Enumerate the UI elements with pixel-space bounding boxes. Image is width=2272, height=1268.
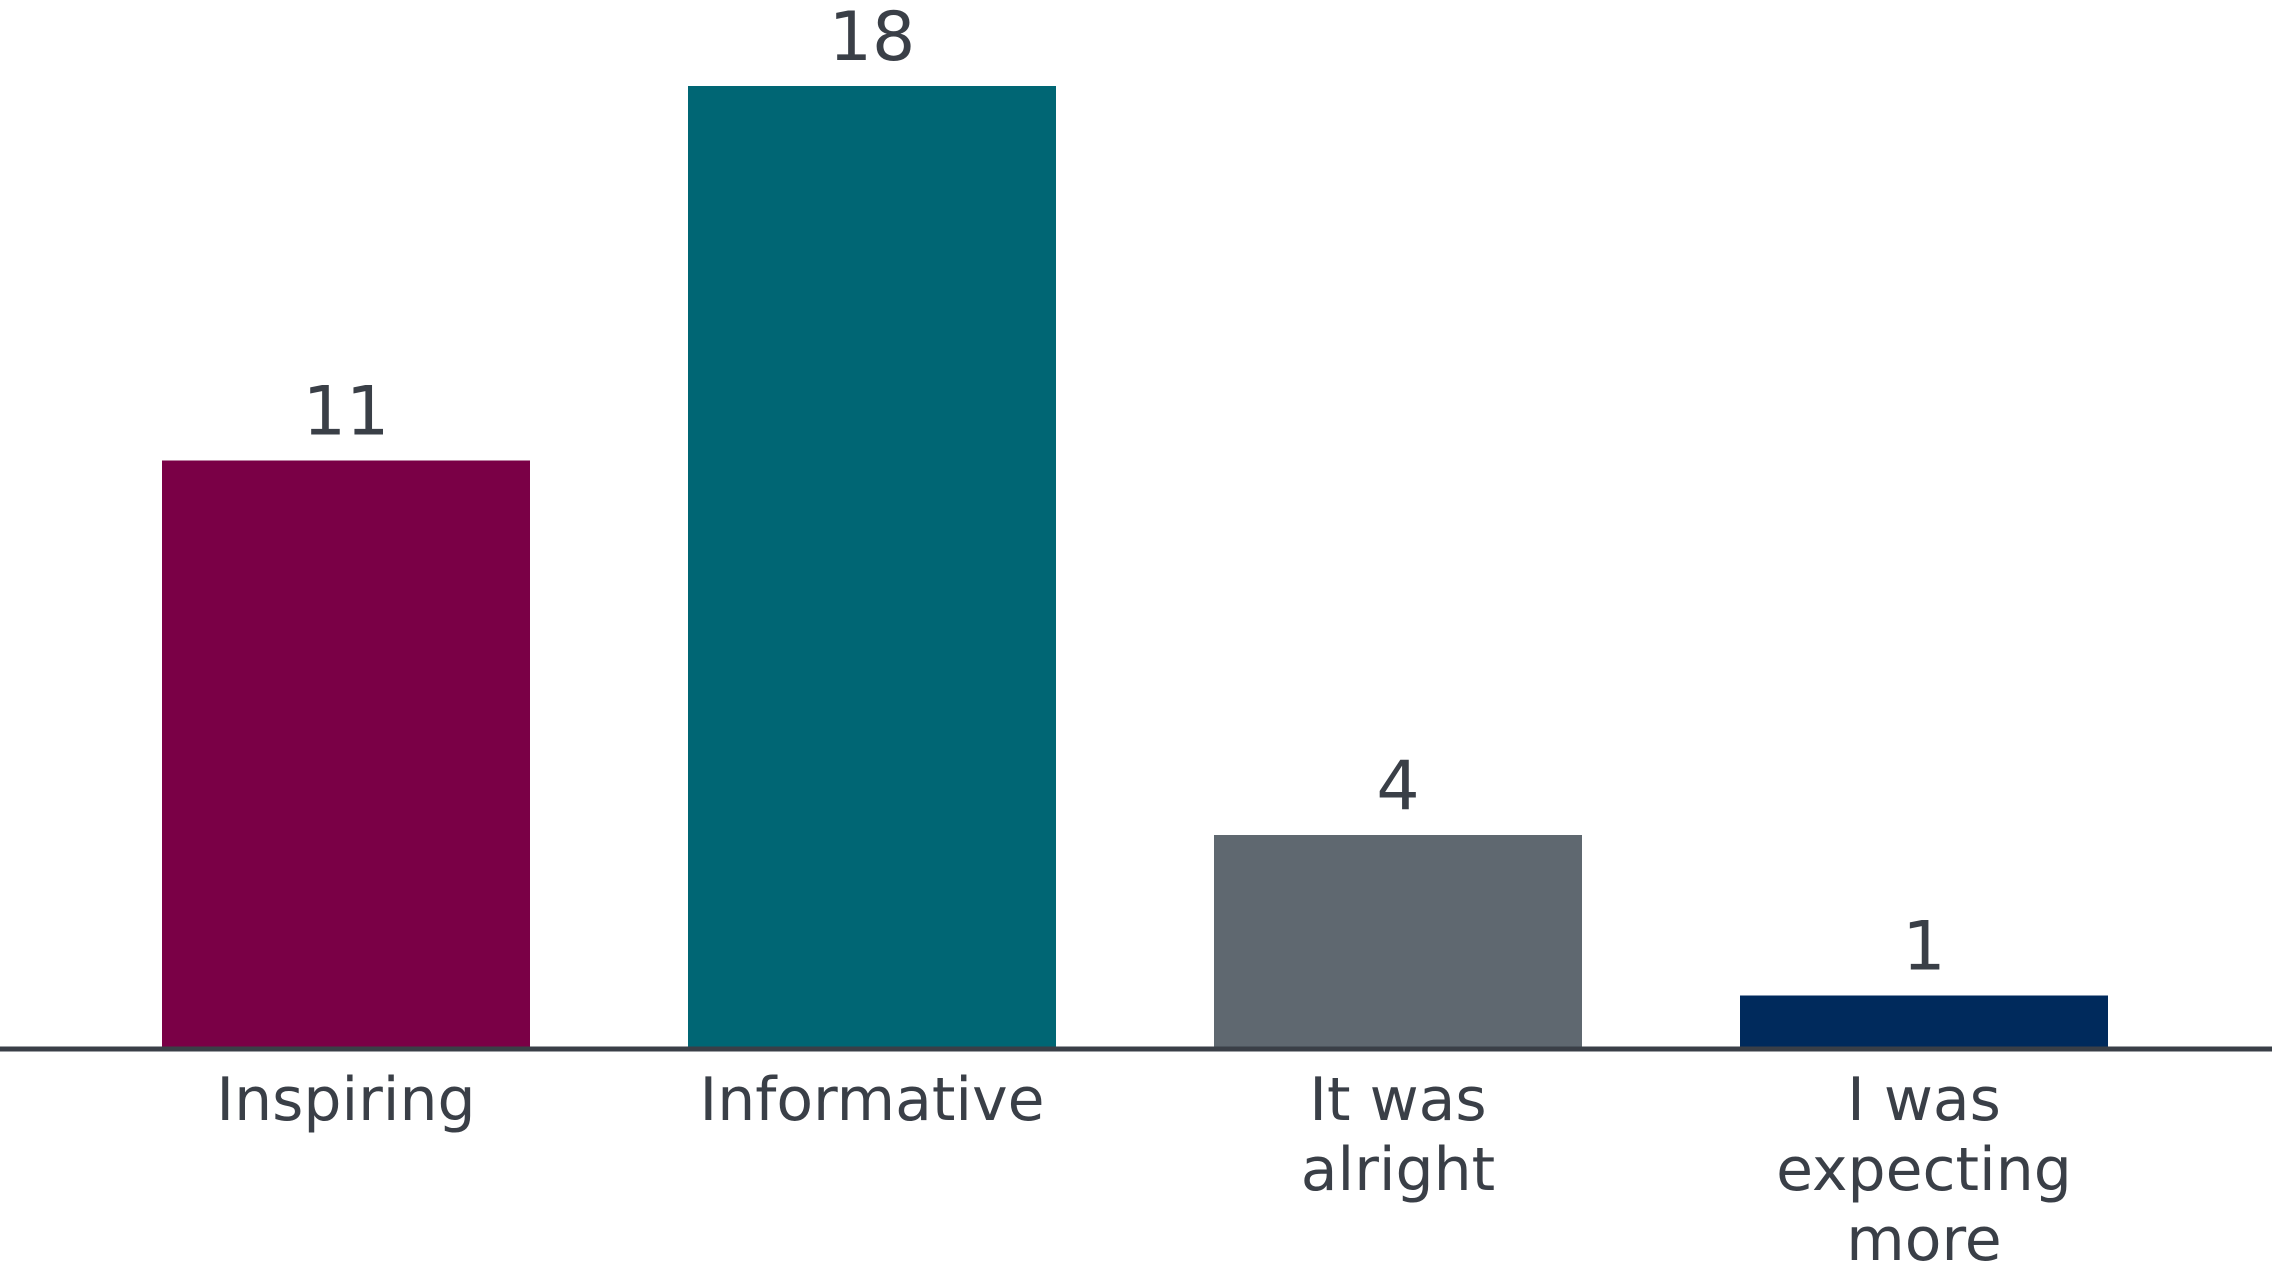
value-label-1: 11 [303, 373, 390, 452]
category-label-line: I was [1847, 1065, 2001, 1135]
category-label-line: alright [1301, 1135, 1495, 1205]
category-label-line: Inspiring [216, 1065, 475, 1135]
category-label-line: more [1846, 1205, 2001, 1268]
bar-4 [1740, 995, 2108, 1049]
category-label-line: Informative [700, 1065, 1045, 1135]
value-label-2: 18 [829, 0, 916, 77]
category-labels: Inspiring Informative It was alright I was ex… [216, 1065, 2071, 1268]
category-label-3: It was alright [1301, 1065, 1495, 1205]
category-label-line: It was [1309, 1065, 1486, 1135]
bar-2 [688, 86, 1056, 1049]
value-label-3: 4 [1376, 747, 1419, 826]
category-label-line: expecting [1776, 1135, 2072, 1205]
value-labels: 11 18 4 1 [303, 0, 1946, 987]
bars [162, 86, 2108, 1049]
category-label-2: Informative [700, 1065, 1045, 1135]
bar-3 [1214, 835, 1582, 1049]
bar-1 [162, 460, 530, 1049]
category-label-4: I was expecting more [1776, 1065, 2072, 1268]
value-label-4: 1 [1902, 908, 1945, 987]
category-label-1: Inspiring [216, 1065, 475, 1135]
